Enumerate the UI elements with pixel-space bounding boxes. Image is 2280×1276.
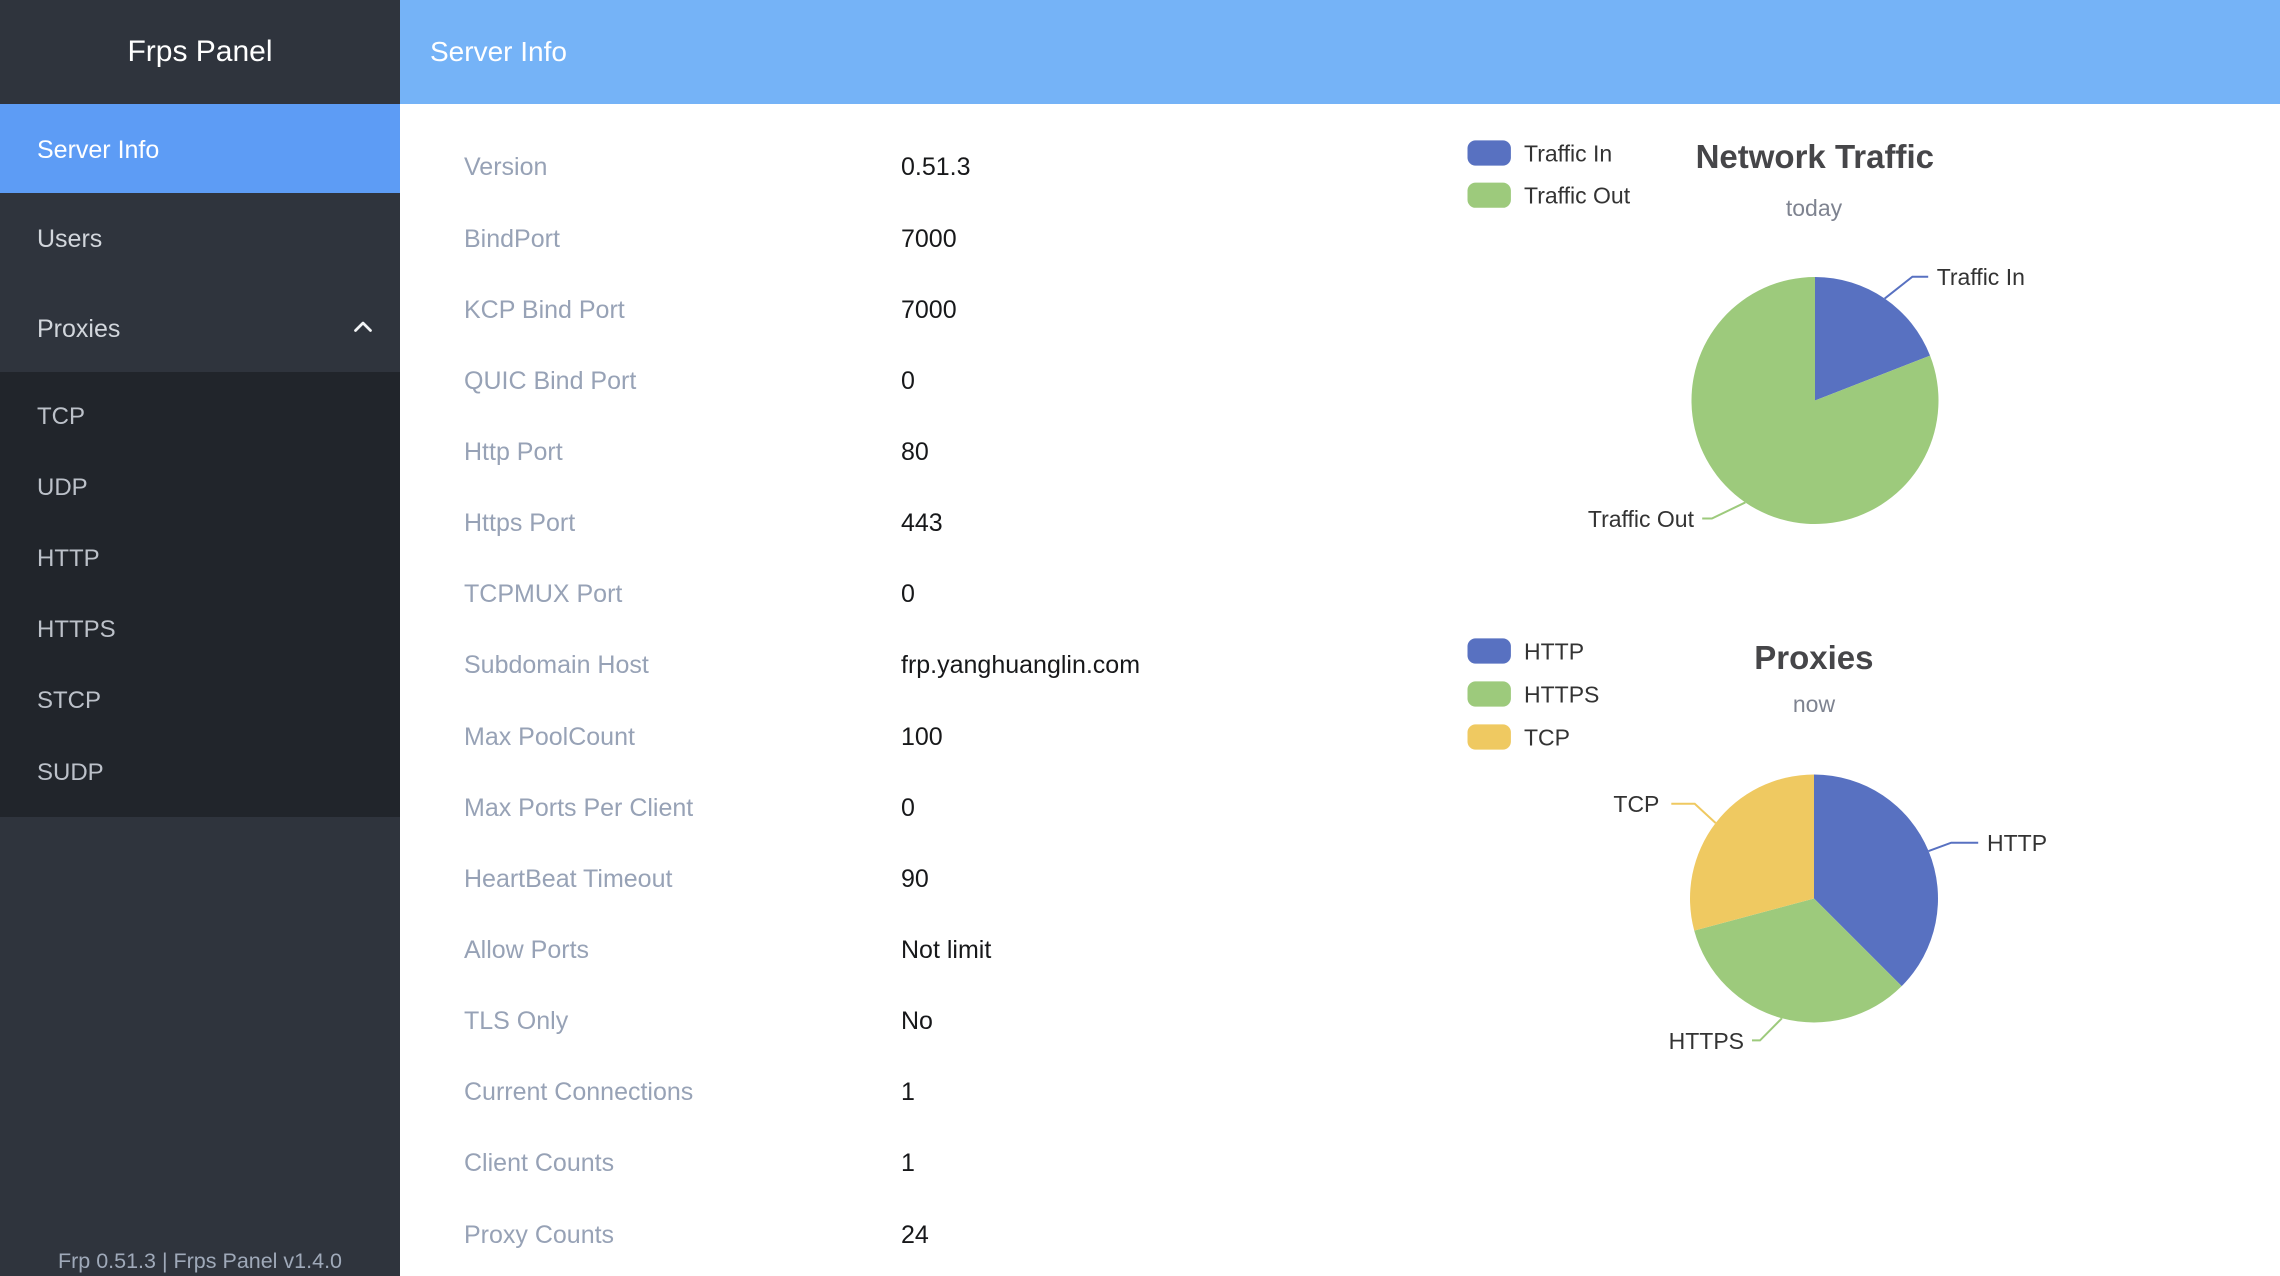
svg-text:HTTPS: HTTPS [1669,1028,1744,1054]
svg-text:Proxies: Proxies [1754,639,1873,676]
svg-text:HTTP: HTTP [1524,639,1584,665]
svg-text:Traffic Out: Traffic Out [1588,506,1695,532]
svg-text:TCP: TCP [1524,725,1570,751]
svg-text:now: now [1793,691,1836,717]
svg-text:TCP: TCP [1613,791,1659,817]
svg-text:today: today [1786,195,1843,221]
svg-text:Traffic In: Traffic In [1524,141,1612,167]
svg-text:HTTP: HTTP [1987,830,2047,856]
svg-text:Traffic In: Traffic In [1937,264,2025,290]
svg-text:Network Traffic: Network Traffic [1696,138,1934,175]
svg-text:HTTPS: HTTPS [1524,682,1599,708]
svg-text:Traffic Out: Traffic Out [1524,183,1631,209]
